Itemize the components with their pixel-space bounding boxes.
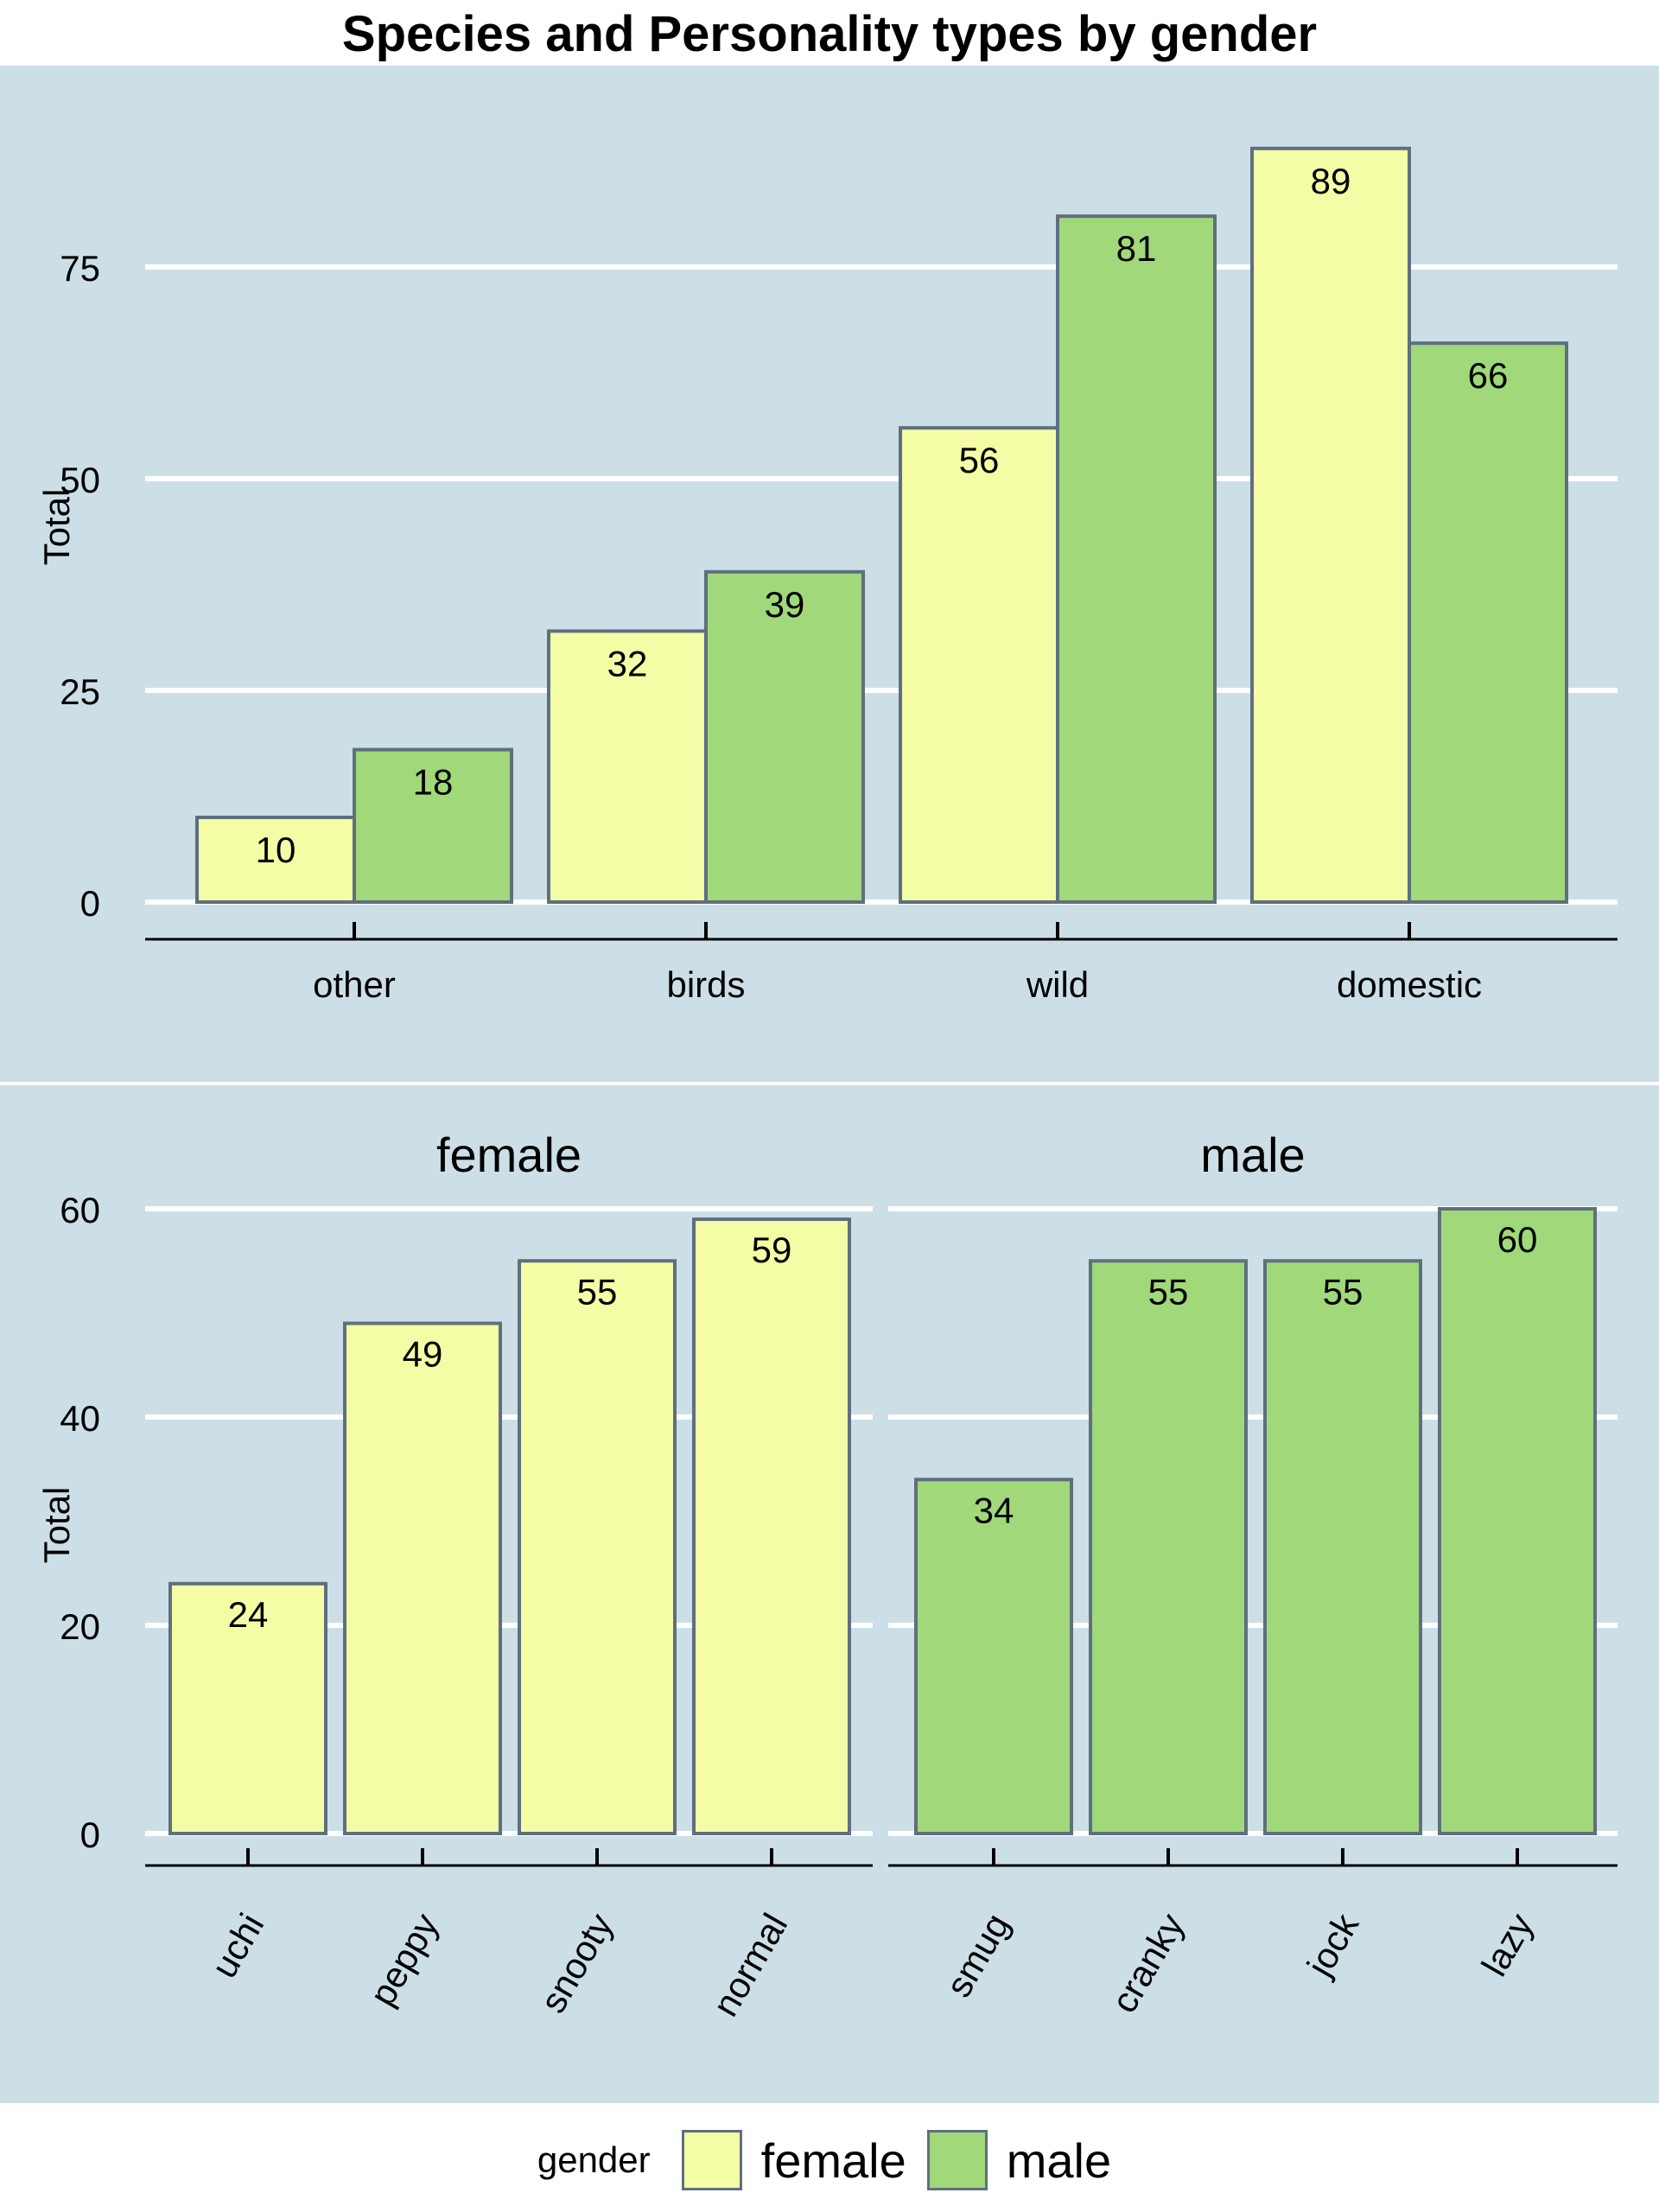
bar-other-male: [353, 747, 513, 904]
legend-title: gender: [537, 2139, 651, 2180]
data-label: 55: [577, 1271, 618, 1312]
legend-item-female: female: [681, 2130, 906, 2190]
legend-swatch-female: [681, 2130, 742, 2190]
data-label: 10: [256, 830, 296, 870]
y-tick-label: 75: [60, 248, 100, 289]
bar-snooty: [518, 1259, 677, 1835]
y-axis-label: Total: [36, 1487, 77, 1564]
bar-birds-male: [704, 569, 865, 904]
data-label: 60: [1497, 1219, 1538, 1260]
data-label: 66: [1468, 355, 1509, 396]
y-tick-label: 20: [60, 1606, 100, 1647]
bar-wild-female: [899, 426, 1059, 904]
x-tick-label: wild: [1026, 964, 1089, 1005]
y-tick-label: 0: [80, 1815, 100, 1855]
y-axis-label: Total: [36, 489, 77, 566]
data-label: 32: [607, 643, 648, 683]
x-tick-label: birds: [666, 964, 745, 1005]
bar-wild-male: [1056, 214, 1217, 904]
legend-swatch-male: [926, 2130, 988, 2190]
y-tick-label: 60: [60, 1190, 100, 1230]
data-label: 49: [403, 1334, 443, 1375]
bar-jock: [1263, 1259, 1422, 1835]
x-tick-label: domestic: [1337, 964, 1482, 1005]
data-label: 55: [1323, 1271, 1363, 1312]
data-label: 18: [413, 762, 454, 803]
bar-peppy: [343, 1321, 502, 1836]
data-label: 24: [228, 1594, 269, 1635]
x-tick-label: other: [313, 964, 396, 1005]
bar-uchi: [168, 1581, 327, 1836]
bar-smug: [914, 1478, 1073, 1836]
y-tick-label: 25: [60, 671, 100, 712]
bar-normal: [692, 1217, 851, 1836]
bar-birds-female: [547, 629, 708, 905]
bar-domestic-female: [1250, 146, 1411, 905]
data-label: 59: [752, 1230, 792, 1270]
data-label: 34: [974, 1490, 1014, 1530]
bar-lazy: [1438, 1207, 1597, 1835]
bar-domestic-male: [1408, 341, 1568, 904]
y-tick-label: 50: [60, 460, 100, 500]
data-label: 89: [1311, 161, 1351, 201]
data-label: 55: [1148, 1271, 1189, 1312]
legend-label-male: male: [1006, 2133, 1112, 2188]
data-label: 81: [1116, 228, 1157, 269]
y-tick-label: 40: [60, 1398, 100, 1439]
data-label: 39: [765, 584, 805, 625]
facet-strip-label: female: [436, 1128, 582, 1182]
legend: gender female male: [0, 2119, 1659, 2202]
bar-cranky: [1089, 1259, 1248, 1835]
chart-title: Species and Personality types by gender: [341, 6, 1318, 62]
y-tick-label: 0: [80, 883, 100, 924]
chart-canvas: 0 25 50 75 Total 10 18 other 32 39 birds 56 81 wild 89…: [0, 66, 1659, 2103]
legend-label-female: female: [760, 2133, 906, 2188]
data-label: 56: [959, 440, 1000, 480]
legend-item-male: male: [926, 2130, 1112, 2190]
facet-strip-label: male: [1200, 1128, 1305, 1182]
